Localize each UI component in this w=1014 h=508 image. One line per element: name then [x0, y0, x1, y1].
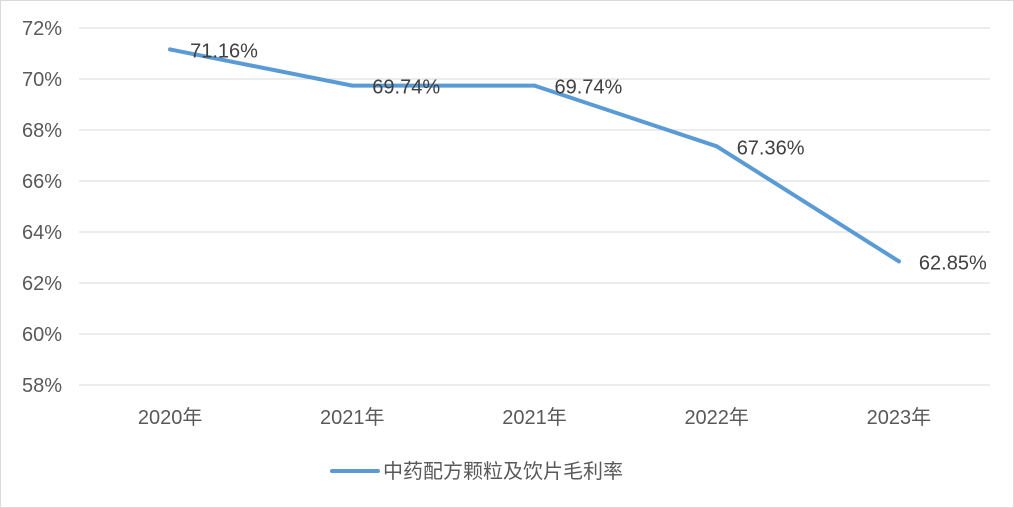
y-axis: 58% 60% 62% 64% 66% 68% 70% 72%: [22, 18, 62, 397]
x-tick-label: 2023年: [867, 406, 932, 429]
x-tick-label: 2020年: [138, 406, 203, 429]
data-point: [896, 259, 901, 264]
y-tick-label: 60%: [22, 324, 62, 346]
data-point: [168, 47, 173, 52]
y-tick-label: 68%: [22, 120, 62, 142]
x-tick-label: 2021年: [320, 406, 385, 429]
x-tick-label: 2021年: [502, 406, 567, 429]
data-label: 71.16%: [190, 40, 258, 62]
data-point: [714, 144, 719, 149]
data-point: [532, 83, 537, 88]
data-point: [350, 83, 355, 88]
y-tick-label: 64%: [22, 222, 62, 244]
y-tick-label: 62%: [22, 273, 62, 295]
data-label: 62.85%: [919, 252, 987, 274]
data-label: 69.74%: [555, 77, 623, 99]
data-label: 69.74%: [372, 77, 440, 99]
x-axis: 2020年 2021年 2021年 2022年 2023年: [138, 406, 931, 429]
x-tick-label: 2022年: [684, 406, 749, 429]
gridlines: [79, 27, 990, 386]
y-tick-label: 58%: [22, 375, 62, 397]
y-tick-label: 70%: [22, 69, 62, 91]
legend: 中药配方颗粒及饮片毛利率: [330, 459, 623, 483]
data-labels: 71.16% 69.74% 69.74% 67.36% 62.85%: [190, 40, 987, 274]
data-label: 67.36%: [737, 137, 805, 159]
series-layer: [168, 47, 901, 264]
legend-label: 中药配方颗粒及饮片毛利率: [383, 459, 623, 483]
y-tick-label: 72%: [22, 18, 62, 40]
y-tick-label: 66%: [22, 171, 62, 193]
